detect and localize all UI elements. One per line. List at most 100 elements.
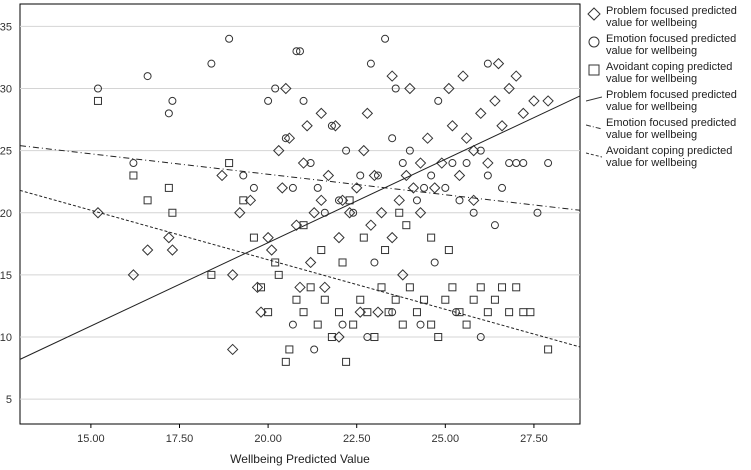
square-point (544, 345, 553, 354)
diamond-point (496, 120, 508, 132)
square-point (363, 308, 372, 317)
x-tick-label: 22.50 (343, 433, 371, 445)
circle-point (288, 183, 297, 192)
circle-point (430, 258, 439, 267)
circle-point (356, 171, 365, 180)
gridlines (20, 25, 580, 400)
diamond-point (397, 269, 409, 281)
square-point (143, 196, 152, 205)
square-point (317, 246, 326, 255)
circle-point (129, 159, 138, 168)
legend-label: Avoidant coping predicted value for well… (606, 61, 733, 85)
dashed-line-icon (586, 152, 602, 158)
diamond-point (475, 107, 487, 120)
diamond-point (276, 182, 288, 194)
square-point (257, 283, 266, 292)
diamond-point (372, 306, 384, 318)
circle-point (441, 183, 450, 192)
diamond-point (446, 120, 459, 132)
square-point (391, 295, 400, 304)
circle-point (490, 221, 499, 230)
diamond-point (528, 95, 540, 107)
square-point (412, 308, 421, 317)
circle-point (164, 109, 173, 118)
square-point (377, 283, 386, 292)
circle-point (391, 84, 400, 93)
square-point (490, 295, 499, 304)
diamond-point (492, 57, 505, 70)
fit-line-dashed (19, 189, 581, 348)
circle-point (299, 96, 308, 105)
diamond-point (407, 182, 420, 194)
y-tick-label: 15 (0, 270, 12, 282)
circle-point (342, 146, 351, 155)
circle-point (93, 84, 102, 93)
diamond-icon (587, 7, 601, 21)
square-point (239, 196, 248, 205)
x-tick-label: 25.00 (432, 433, 460, 445)
data-points (92, 34, 554, 366)
y-tick-label: 25 (0, 146, 12, 158)
diamond-point (517, 107, 529, 120)
square-point (313, 320, 322, 329)
y-tick-label: 5 (6, 394, 12, 406)
circle-point (434, 96, 443, 105)
square-point (395, 208, 404, 217)
legend-label: Problem focused predicted value for well… (606, 5, 737, 29)
legend-label: Emotion focused predicted value for well… (606, 33, 737, 57)
square-point (444, 246, 453, 255)
square-point (402, 221, 411, 230)
circle-point (366, 59, 375, 68)
diamond-point (404, 82, 416, 95)
circle-point (462, 159, 471, 168)
circle-point (370, 258, 379, 267)
square-point (434, 333, 443, 342)
square-point (526, 308, 535, 317)
square-point (249, 233, 258, 242)
diamond-point (226, 343, 239, 356)
diamond-point (234, 207, 246, 219)
circle-point (288, 320, 297, 329)
diamond-point (308, 207, 320, 219)
circle-point (313, 183, 322, 192)
legend-item-emotion-line: Emotion focused predicted value for well… (586, 117, 751, 141)
diamond-point (273, 144, 285, 157)
square-point (381, 246, 390, 255)
square-point (356, 295, 365, 304)
plot-area (19, 3, 581, 425)
square-point (264, 308, 273, 317)
circle-point (416, 320, 425, 329)
y-tick-label: 30 (0, 83, 12, 95)
circle-point (405, 146, 414, 155)
diamond-point (301, 120, 313, 132)
circle-point (249, 183, 258, 192)
circle-point (427, 171, 436, 180)
diamond-point (482, 157, 494, 169)
diamond-point (386, 231, 398, 244)
circle-point (519, 159, 528, 168)
diamond-point (358, 144, 370, 157)
diamond-point (283, 132, 296, 144)
fit-lines (19, 95, 581, 360)
circle-point (483, 59, 492, 68)
diamond-point (351, 182, 363, 194)
square-point (164, 183, 173, 192)
solid-line-icon (586, 96, 602, 102)
diamond-point (319, 281, 331, 294)
diamond-point (163, 231, 175, 244)
dashdot-line-icon (586, 124, 602, 130)
diamond-point (368, 169, 381, 182)
legend-item-problem-line: Problem focused predicted value for well… (586, 89, 751, 113)
diamond-point (510, 70, 522, 82)
circle-point (469, 208, 478, 217)
circle-point (412, 196, 421, 205)
square-point (349, 320, 358, 329)
square-point (384, 308, 393, 317)
diamond-point (414, 207, 427, 219)
legend-item-avoidant-line: Avoidant coping predicted value for well… (586, 145, 751, 169)
circle-point (349, 208, 358, 217)
circle-point (533, 208, 542, 217)
diamond-point (361, 107, 374, 120)
square-point (271, 258, 280, 267)
